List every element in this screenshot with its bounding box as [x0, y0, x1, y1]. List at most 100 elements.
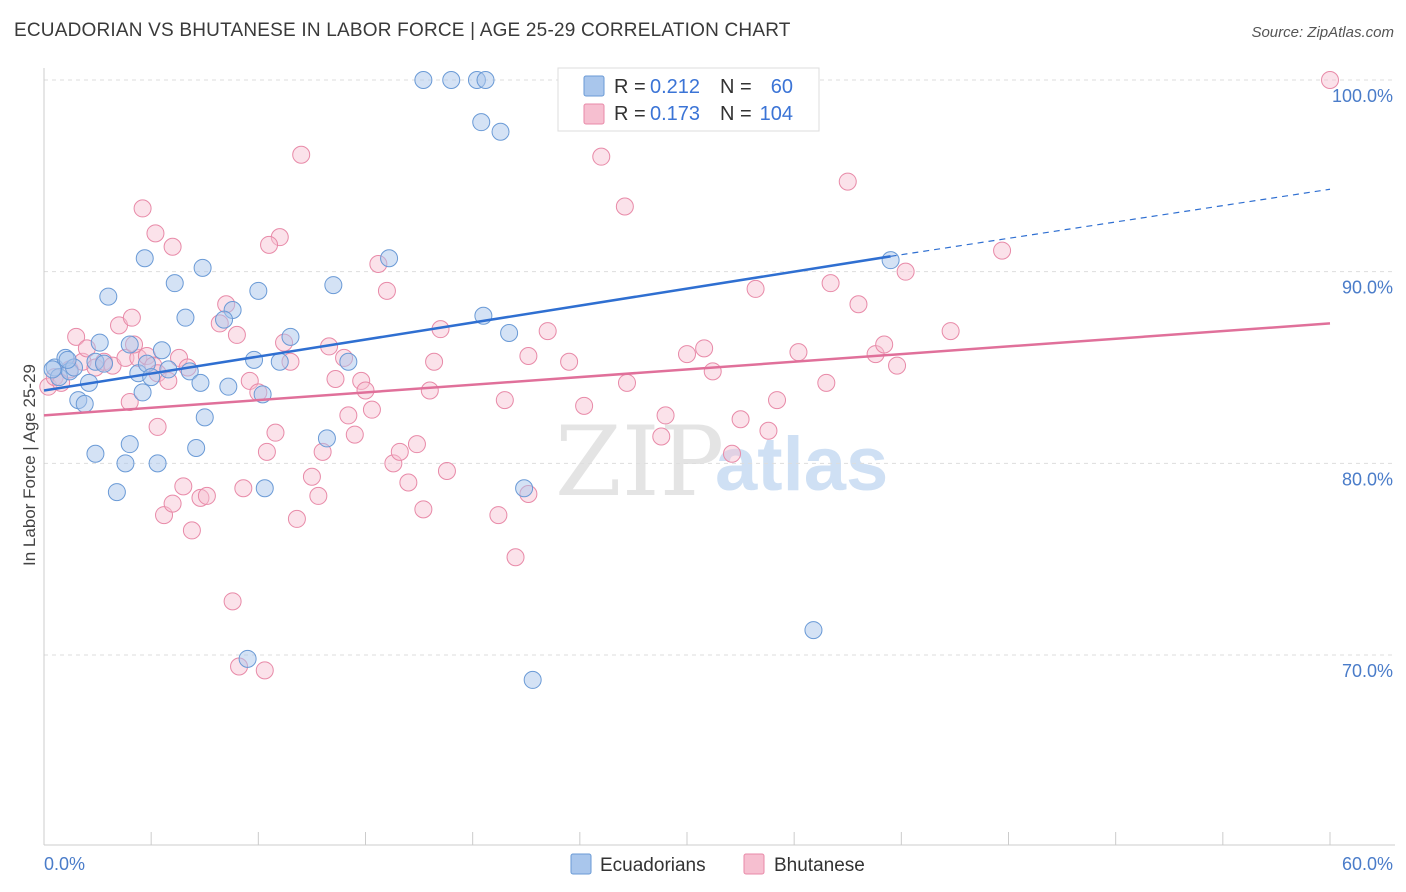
bottom-legend-swatch-bhutanese	[743, 853, 765, 875]
ecuadorian-point-54	[238, 649, 257, 668]
bhutanese-point-39	[266, 423, 285, 442]
bhutanese-point-91	[896, 262, 915, 281]
ecuadorian-point-56	[804, 621, 823, 640]
bhutanese-point-94	[592, 147, 611, 166]
bhutanese-point-81	[759, 421, 778, 440]
y-tick-label-70: 70.0%	[1342, 661, 1393, 681]
bhutanese-point-31	[197, 486, 216, 505]
bhutanese-point-86	[838, 172, 857, 191]
ecuadorian-point-59	[58, 350, 77, 369]
ecuadorian-point-26	[187, 439, 206, 457]
bhutanese-point-93	[993, 241, 1012, 260]
x-ticks	[43, 832, 1331, 845]
bhutanese-point-70	[270, 228, 289, 247]
x-tick-label-max: 60.0%	[1342, 854, 1393, 874]
legend-n-label: N =	[720, 76, 752, 98]
ecuadorian-point-30	[86, 444, 105, 463]
bhutanese-point-58	[390, 442, 409, 461]
ecuadorian-point-23	[165, 274, 184, 293]
bhutanese-point-89	[875, 335, 894, 354]
ecuadorian-point-38	[281, 327, 300, 346]
ecuadorian-point-6	[75, 394, 94, 413]
bhutanese-point-22	[163, 237, 182, 256]
bhutanese-point-90	[888, 356, 907, 375]
bhutanese-point-85	[821, 274, 840, 293]
ecuadorian-point-35	[245, 350, 264, 369]
ecuadorian-point-22	[176, 308, 195, 327]
ecuadorian-point-41	[414, 71, 433, 89]
bhutanese-point-28	[174, 477, 193, 496]
bhutanese-point-74	[575, 396, 594, 415]
legend-swatch-bhutanese	[583, 103, 605, 125]
bhutanese-point-45	[309, 486, 328, 505]
bhutanese-point-76	[652, 427, 671, 446]
ecuadorian-point-17	[152, 341, 171, 360]
bhutanese-point-66	[489, 506, 508, 525]
bhutanese-point-68	[506, 548, 525, 567]
ecuadorian-point-57	[881, 251, 900, 270]
bhutanese-point-71	[260, 235, 279, 254]
bhutanese-point-42	[287, 509, 306, 528]
bhutanese-point-96	[538, 322, 557, 341]
bhutanese-point-29	[182, 521, 201, 540]
bhutanese-point-51	[345, 425, 364, 444]
ecuadorian-point-25	[148, 454, 167, 473]
bhutanese-point-67	[495, 391, 514, 410]
x-tick-label-min: 0.0%	[44, 854, 85, 874]
bhutanese-point-35	[234, 479, 253, 498]
bhutanese-point-99	[695, 339, 714, 358]
legend-n-bhutanese: 104	[760, 103, 793, 125]
ecuadorian-point-11	[99, 287, 118, 306]
bhutanese-point-27	[163, 494, 182, 513]
ecuadorian-point-28	[116, 454, 135, 473]
bhutanese-point-21	[146, 224, 165, 243]
ecuadorian-point-49	[249, 281, 268, 300]
ecuadorian-points	[43, 71, 900, 689]
bhutanese-point-38	[257, 442, 276, 461]
ecuadorian-point-10	[95, 354, 114, 373]
bhutanese-point-52	[352, 371, 371, 390]
bhutanese-point-84	[817, 373, 836, 392]
ecuadorian-point-12	[120, 335, 139, 354]
ecuadorian-point-46	[491, 122, 510, 141]
bhutanese-point-50	[339, 406, 358, 425]
y-tick-labels: 70.0% 80.0% 90.0% 100.0%	[1332, 86, 1393, 681]
y-axis-label: In Labor Force | Age 25-29	[20, 364, 39, 566]
ecuadorian-trend-line	[43, 255, 891, 392]
ecuadorian-point-44	[476, 71, 495, 89]
bhutanese-point-20	[133, 199, 152, 218]
legend-r-label-2: R =	[614, 103, 646, 125]
y-tick-label-90: 90.0%	[1342, 278, 1393, 298]
ecuadorian-point-31	[219, 377, 238, 396]
ecuadorian-point-20	[191, 373, 210, 392]
ecuadorian-point-53	[255, 479, 274, 498]
ecuadorian-point-14	[133, 383, 152, 402]
ecuadorian-point-34	[215, 310, 234, 329]
bhutanese-point-53	[356, 381, 375, 400]
legend: R = 0.212 N = 60 R = 0.173 N = 104	[557, 67, 820, 132]
bhutanese-point-62	[420, 381, 439, 400]
ecuadorian-point-29	[107, 483, 126, 502]
ecuadorian-point-45	[472, 113, 491, 132]
legend-swatch-ecuadorians	[583, 75, 605, 97]
bhutanese-point-80	[746, 279, 765, 298]
bhutanese-point-75	[617, 373, 636, 392]
bottom-legend: Ecuadorians Bhutanese	[570, 853, 865, 876]
chart-title: ECUADORIAN VS BHUTANESE IN LABOR FORCE |…	[14, 20, 791, 41]
bhutanese-point-69	[519, 347, 538, 365]
bhutanese-point-48	[326, 370, 345, 388]
bhutanese-point-61	[414, 500, 433, 519]
bhutanese-point-44	[302, 467, 321, 486]
bhutanese-point-83	[789, 343, 808, 362]
bhutanese-point-65	[437, 462, 456, 480]
bhutanese-point-63	[425, 352, 444, 371]
bhutanese-point-34	[227, 325, 246, 344]
axes	[43, 68, 1395, 846]
bhutanese-point-97	[656, 406, 675, 425]
ecuadorian-point-42	[442, 71, 461, 89]
legend-n-label-2: N =	[720, 103, 752, 125]
bhutanese-point-95	[615, 197, 634, 216]
ecuadorian-point-27	[120, 435, 139, 454]
bhutanese-point-78	[703, 362, 722, 381]
